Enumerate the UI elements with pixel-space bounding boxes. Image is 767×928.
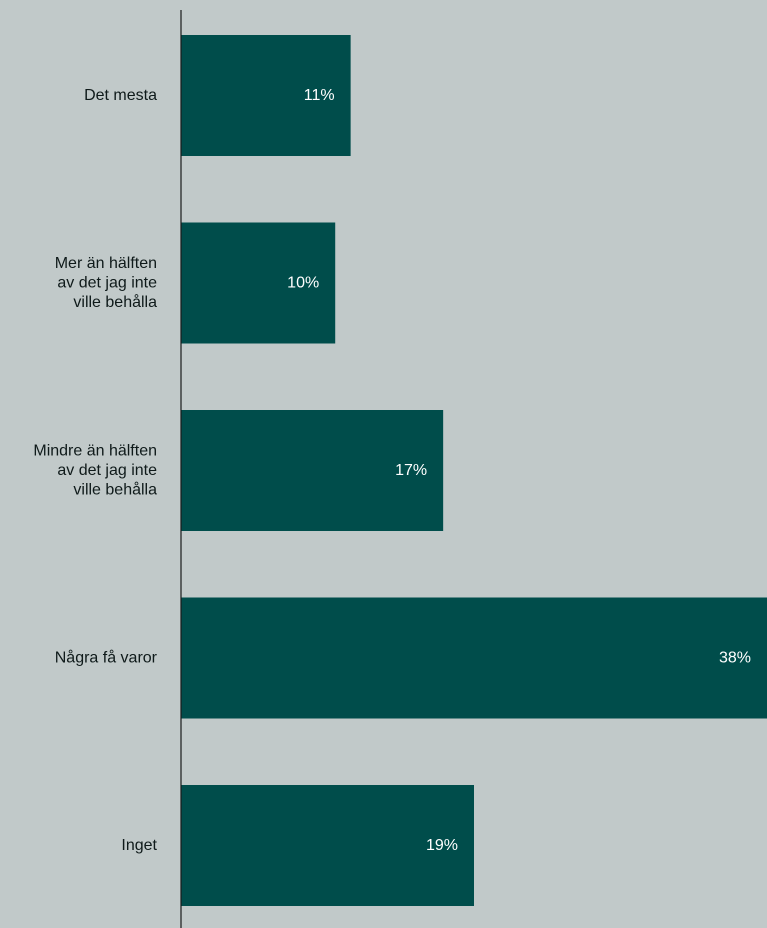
category-label-line: Några få varor [55,649,158,667]
bars-layer: 11% 10% 17% 38% 19% [181,35,767,906]
bar-value-label: 19% [426,837,458,854]
category-label-line: Inget [121,837,157,854]
category-label: Det mesta [84,87,157,104]
bar-2 [181,410,444,531]
bar-value-label: 11% [304,87,335,104]
bar-value-label: 17% [395,462,427,479]
bar-0 [181,35,351,156]
category-label: Mindre än hälften av det jag inte ville be… [33,443,157,499]
bar-value-label: 10% [287,275,319,292]
category-label-line: ville behålla [73,481,157,499]
category-label: Några få varor [55,649,158,667]
category-label-line: Mindre än hälften [33,443,157,460]
category-label-line: av det jag inte [57,462,157,479]
category-label-line: Det mesta [84,87,157,104]
bar-3 [181,597,767,719]
category-label-line: ville behålla [73,293,157,311]
bar-4 [181,785,474,906]
bar-1 [181,222,336,344]
bar-value-label: 38% [719,650,751,667]
category-label: Mer än hälften av det jag inte ville behål… [55,255,157,311]
category-label-line: Mer än hälften [55,255,157,272]
category-label-line: av det jag inte [57,275,157,292]
category-label: Inget [121,837,157,854]
